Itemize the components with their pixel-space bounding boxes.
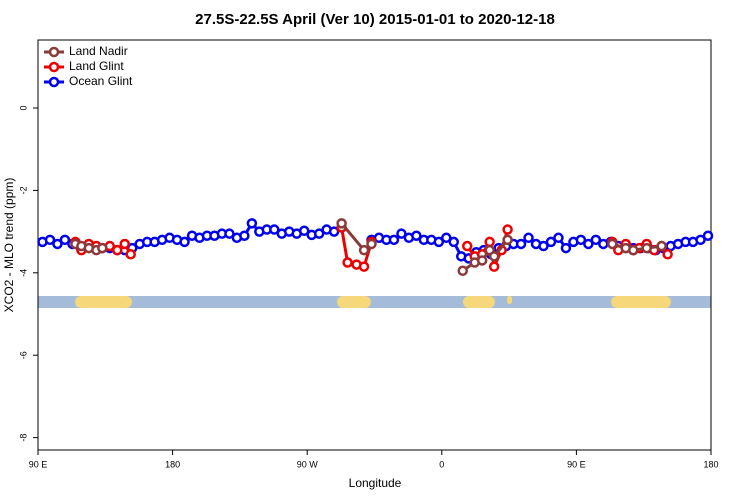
y-tick-label: -2 (18, 186, 28, 194)
data-point (560, 242, 572, 254)
data-point (119, 238, 130, 250)
data-point (52, 238, 63, 250)
data-point (583, 238, 594, 250)
data-point (502, 234, 513, 246)
data-point (112, 244, 123, 256)
surface-strip (38, 296, 711, 308)
x-axis-label: Longitude (349, 476, 402, 490)
data-point (396, 228, 407, 239)
data-point (441, 232, 452, 244)
data-point (44, 234, 56, 246)
data-point (515, 238, 527, 250)
data-point (433, 236, 445, 248)
x-tick-label: 90 W (297, 459, 319, 469)
data-point (246, 218, 258, 229)
data-point (388, 234, 400, 246)
plot-frame (37, 39, 712, 451)
data-point (269, 224, 280, 235)
data-point (656, 240, 667, 252)
data-point (358, 261, 370, 272)
data-point (336, 218, 347, 229)
chart-title: 27.5S-22.5S April (Ver 10) 2015-01-01 to… (195, 11, 555, 28)
y-tick-label: -6 (18, 351, 28, 359)
data-point (488, 261, 500, 272)
y-tick-label: -4 (18, 269, 28, 277)
y-axis-label: XCO2 - MLO trend (ppm) (2, 178, 16, 313)
data-point (328, 226, 340, 237)
legend-marker (48, 46, 60, 58)
data-point (298, 225, 310, 237)
data-point (523, 232, 534, 244)
x-tick-label: 90 E (29, 459, 48, 469)
data-point (125, 249, 136, 260)
data-point (553, 232, 564, 244)
legend-marker (48, 76, 60, 88)
x-tick-label: 90 E (567, 459, 586, 469)
x-tick-label: 0 (439, 459, 444, 469)
data-point (662, 249, 673, 260)
data-point (358, 244, 370, 256)
data-point (448, 236, 460, 248)
data-point (695, 234, 706, 246)
data-point (457, 265, 468, 277)
data-point (239, 230, 250, 241)
x-tick-label: 180 (703, 459, 718, 469)
data-point (538, 240, 549, 252)
legend-marker (48, 61, 60, 73)
legend-label: Ocean Glint (69, 74, 133, 88)
y-tick-label: -8 (18, 434, 28, 442)
data-point (590, 234, 602, 246)
data-point (607, 238, 618, 250)
data-point (313, 228, 325, 239)
data-point (627, 244, 639, 256)
data-point (575, 234, 587, 246)
data-point (366, 238, 377, 250)
legend-label: Land Nadir (69, 44, 128, 58)
data-point (702, 230, 714, 241)
data-point (411, 230, 422, 241)
data-point (488, 251, 500, 262)
data-point (342, 257, 353, 268)
data-point (59, 234, 71, 246)
y-tick-label: 0 (18, 105, 28, 110)
data-point (641, 242, 652, 254)
data-point (97, 242, 108, 254)
data-point (224, 228, 235, 239)
data-point (502, 224, 513, 235)
data-point (179, 236, 190, 248)
data-point (461, 240, 473, 252)
legend-label: Land Glint (69, 59, 124, 73)
data-point (476, 255, 488, 266)
data-point (484, 236, 495, 248)
data-point (545, 236, 557, 248)
x-tick-label: 180 (165, 459, 180, 469)
